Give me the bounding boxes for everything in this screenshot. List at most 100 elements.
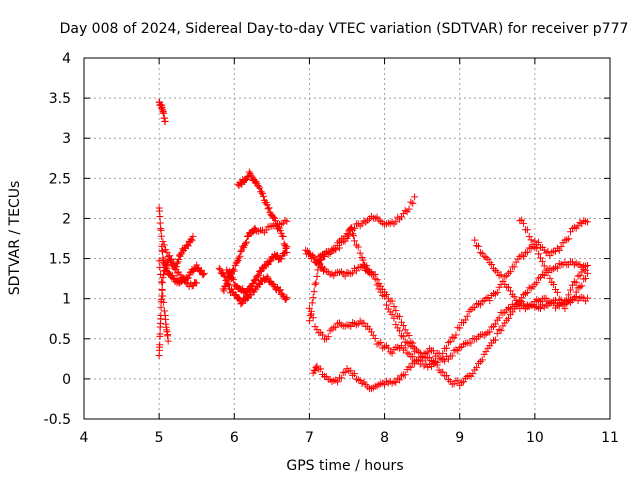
data-point: [159, 237, 167, 245]
data-point: [175, 256, 183, 264]
data-point: [181, 275, 189, 283]
data-point: [362, 218, 370, 226]
data-point: [347, 224, 355, 232]
data-point: [548, 248, 556, 256]
data-point: [220, 271, 228, 279]
data-point: [373, 213, 381, 221]
data-point: [319, 331, 327, 339]
data-point: [274, 223, 282, 231]
data-point: [359, 256, 367, 264]
data-point: [523, 289, 531, 297]
data-point: [164, 253, 172, 261]
y-tick-label: 3: [62, 131, 71, 147]
data-point: [305, 317, 313, 325]
data-point: [313, 326, 321, 334]
data-point: [476, 301, 484, 309]
y-tick-label: 2.5: [49, 171, 71, 187]
data-point: [168, 271, 176, 279]
data-point: [461, 316, 469, 324]
data-point: [555, 295, 563, 303]
data-point: [344, 232, 352, 240]
data-point: [553, 288, 561, 296]
data-point: [177, 250, 185, 258]
data-point: [335, 269, 343, 277]
data-point: [567, 228, 575, 236]
x-tick-label: 5: [155, 430, 164, 446]
data-point: [531, 237, 539, 245]
data-point: [399, 321, 407, 329]
data-point: [493, 329, 501, 337]
data-point: [381, 381, 389, 389]
data-point: [418, 357, 426, 365]
data-point: [381, 343, 389, 351]
plot-frame: [83, 57, 611, 420]
data-point: [493, 268, 501, 276]
y-tick-label: 0: [62, 372, 71, 388]
data-point: [411, 193, 419, 201]
data-point: [506, 287, 514, 295]
data-point: [164, 337, 172, 345]
data-point: [351, 237, 359, 245]
data-point: [476, 358, 484, 366]
data-point: [258, 188, 266, 196]
series-track-h: [234, 168, 291, 257]
data-point: [550, 281, 558, 289]
data-point: [159, 271, 167, 279]
data-point: [350, 232, 358, 240]
data-point: [279, 233, 287, 241]
data-point: [550, 299, 558, 307]
y-tick-label: -0.5: [44, 412, 71, 428]
data-point: [461, 340, 469, 348]
data-point: [356, 249, 364, 257]
data-point: [582, 275, 590, 283]
data-point: [256, 184, 264, 192]
data-point: [390, 314, 398, 322]
data-point: [184, 242, 192, 250]
series-track-c: [155, 257, 172, 345]
data-point: [409, 339, 417, 347]
data-point: [351, 370, 359, 378]
data-point: [157, 226, 165, 234]
data-point: [576, 218, 584, 226]
data-point: [495, 272, 503, 280]
data-point: [170, 264, 178, 272]
data-point: [399, 210, 407, 218]
data-point: [259, 192, 267, 200]
data-point: [565, 235, 573, 243]
data-point: [565, 291, 573, 299]
tick-marks: [83, 57, 611, 420]
x-tick-label: 7: [305, 430, 314, 446]
data-point: [433, 359, 441, 367]
data-point: [473, 242, 481, 250]
data-point: [158, 286, 166, 294]
data-point: [199, 271, 207, 279]
data-point: [347, 367, 355, 375]
data-point: [161, 267, 169, 275]
data-point: [193, 261, 201, 269]
data-point: [471, 303, 479, 311]
data-point: [371, 270, 379, 278]
data-point: [396, 327, 404, 335]
data-point: [546, 274, 554, 282]
data-point: [538, 257, 546, 265]
data-point: [536, 305, 544, 313]
data-point: [324, 333, 332, 341]
data-point: [341, 272, 349, 280]
data-point: [583, 262, 591, 270]
data-point: [347, 322, 355, 330]
data-point: [392, 378, 400, 386]
data-point: [439, 349, 447, 357]
series-track-n: [313, 224, 419, 352]
data-point: [242, 238, 250, 246]
data-point: [229, 276, 237, 284]
x-tick-labels: 4 5 6 7 8 9 10 11: [80, 430, 619, 446]
data-point: [379, 292, 387, 300]
data-point: [572, 259, 580, 267]
data-point: [382, 301, 390, 309]
data-point: [216, 266, 224, 274]
data-point: [371, 334, 379, 342]
data-point: [281, 241, 289, 249]
data-point: [439, 356, 447, 364]
data-point: [476, 248, 484, 256]
data-point: [452, 331, 460, 339]
